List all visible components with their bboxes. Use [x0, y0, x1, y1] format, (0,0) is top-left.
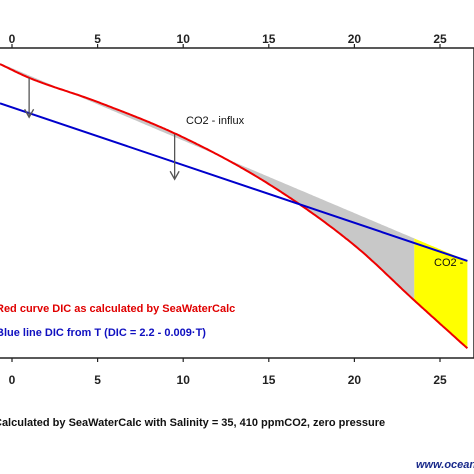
top-tick-label-0: 0 [9, 32, 16, 46]
blue-line [0, 102, 468, 262]
legend-blue-label: Blue line DIC from T (DIC = 2.2 - 0.009·… [0, 327, 206, 339]
lines-layer [0, 63, 469, 350]
bottom-tick-label-20: 20 [348, 373, 362, 387]
fill-region-2 [414, 238, 468, 349]
annotation-co2-right: CO2 - [434, 257, 464, 269]
top-tick-label-15: 15 [262, 32, 276, 46]
bottom-tick-label-15: 15 [262, 373, 276, 387]
plot-frame [0, 47, 474, 359]
red-curve [0, 63, 469, 350]
fills-layer [0, 63, 468, 349]
arrow-head-1 [24, 108, 35, 119]
arrow-head-2 [169, 170, 180, 181]
annotation-co2-influx: CO2 - influx [186, 115, 245, 127]
top-tick-label-20: 20 [348, 32, 362, 46]
arrows-layer [24, 77, 180, 181]
top-tick-label-10: 10 [177, 32, 191, 46]
bottom-tick-label-10: 10 [177, 373, 191, 387]
credit-url: www.ocean [416, 459, 474, 471]
bottom-tick-label-5: 5 [94, 373, 101, 387]
footer-caption: Calculated by SeaWaterCalc with Salinity… [0, 417, 385, 429]
legend-red-label: Red curve DIC as calculated by SeaWaterC… [0, 303, 235, 315]
fill-region-1 [0, 63, 415, 301]
top-tick-label-5: 5 [94, 32, 101, 46]
bottom-tick-label-25: 25 [433, 373, 447, 387]
ticks-layer: 0 0 5 5 10 10 15 15 20 20 25 25 [9, 32, 447, 387]
top-tick-label-25: 25 [433, 32, 447, 46]
bottom-tick-label-0: 0 [9, 373, 16, 387]
